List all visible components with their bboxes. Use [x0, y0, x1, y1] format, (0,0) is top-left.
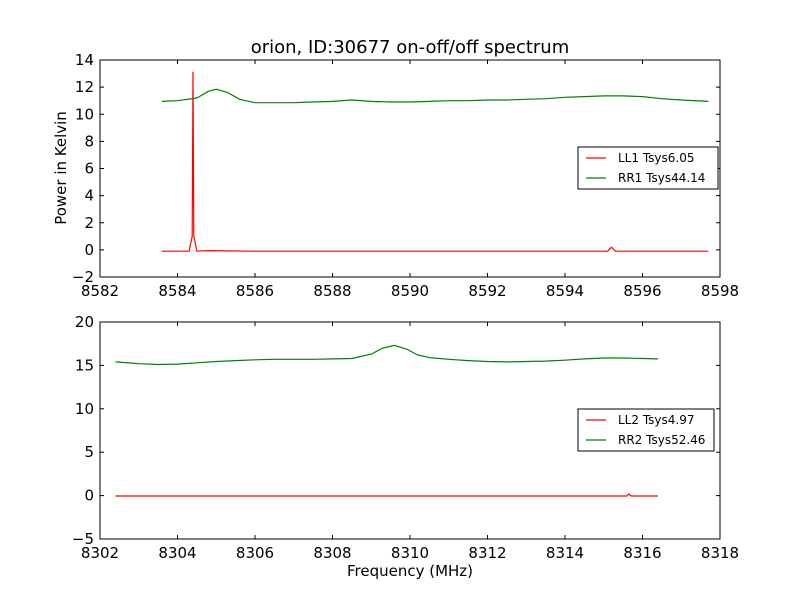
series-line-2	[161, 88, 709, 104]
y-tick-label: 0	[84, 241, 94, 259]
x-axis-label: Frequency (MHz)	[347, 562, 473, 580]
x-tick-label: 8310	[391, 544, 429, 562]
series-line-1	[162, 71, 709, 252]
legend-box	[577, 146, 719, 190]
y-tick-label: 0	[84, 487, 94, 505]
x-tick-label: 8582	[81, 282, 119, 300]
series-line-1	[115, 493, 658, 497]
y-tick-label: 12	[75, 78, 94, 96]
legend-entry-2: RR2 Tsys52.46	[618, 433, 705, 447]
y-tick-label: −2	[72, 268, 94, 286]
x-tick-label: 8592	[468, 282, 506, 300]
y-tick-label: 8	[84, 132, 94, 150]
legend-box	[577, 408, 715, 452]
legend-entry-1: LL1 Tsys6.05	[618, 151, 695, 165]
x-tick-label: 8590	[391, 282, 429, 300]
legend: LL1 Tsys6.05 RR1 Tsys44.14	[577, 146, 719, 190]
legend-entry-1: LL2 Tsys4.97	[618, 413, 695, 427]
x-tick-label: 8316	[623, 544, 661, 562]
chart-title: orion, ID:30677 on-off/off spectrum	[251, 37, 570, 58]
x-tick-label: 8308	[313, 544, 351, 562]
x-tick-label: 8314	[546, 544, 584, 562]
x-tick-label: 8318	[701, 544, 739, 562]
y-tick-label: 10	[75, 105, 94, 123]
x-tick-label: 8306	[236, 544, 274, 562]
legend: LL2 Tsys4.97 RR2 Tsys52.46	[577, 408, 715, 452]
x-tick-label: 8302	[81, 544, 119, 562]
y-tick-label: 20	[75, 313, 94, 331]
x-tick-label: 8586	[236, 282, 274, 300]
y-tick-label: 5	[84, 443, 94, 461]
y-tick-label: 2	[84, 214, 94, 232]
y-tick-label: 15	[75, 356, 94, 374]
x-tick-label: 8588	[313, 282, 351, 300]
y-tick-label: 10	[75, 400, 94, 418]
y-tick-label: −5	[72, 530, 94, 548]
x-tick-label: 8304	[158, 544, 196, 562]
x-tick-label: 8596	[623, 282, 661, 300]
y-axis-label: Power in Kelvin	[52, 111, 70, 225]
x-tick-label: 8584	[158, 282, 196, 300]
legend-entry-2: RR1 Tsys44.14	[618, 171, 705, 185]
bottom-subplot: Frequency (MHz) 8302 8304 8306 8308 8310 8312…	[72, 313, 739, 580]
series-line-2	[115, 344, 659, 366]
top-subplot: orion, ID:30677 on-off/off spectrum Powe…	[52, 37, 739, 300]
y-tick-label: 14	[75, 51, 94, 69]
x-tick-label: 8594	[546, 282, 584, 300]
x-tick-label: 8598	[701, 282, 739, 300]
x-tick-label: 8312	[468, 544, 506, 562]
y-tick-label: 6	[84, 160, 94, 178]
y-tick-label: 4	[84, 187, 94, 205]
